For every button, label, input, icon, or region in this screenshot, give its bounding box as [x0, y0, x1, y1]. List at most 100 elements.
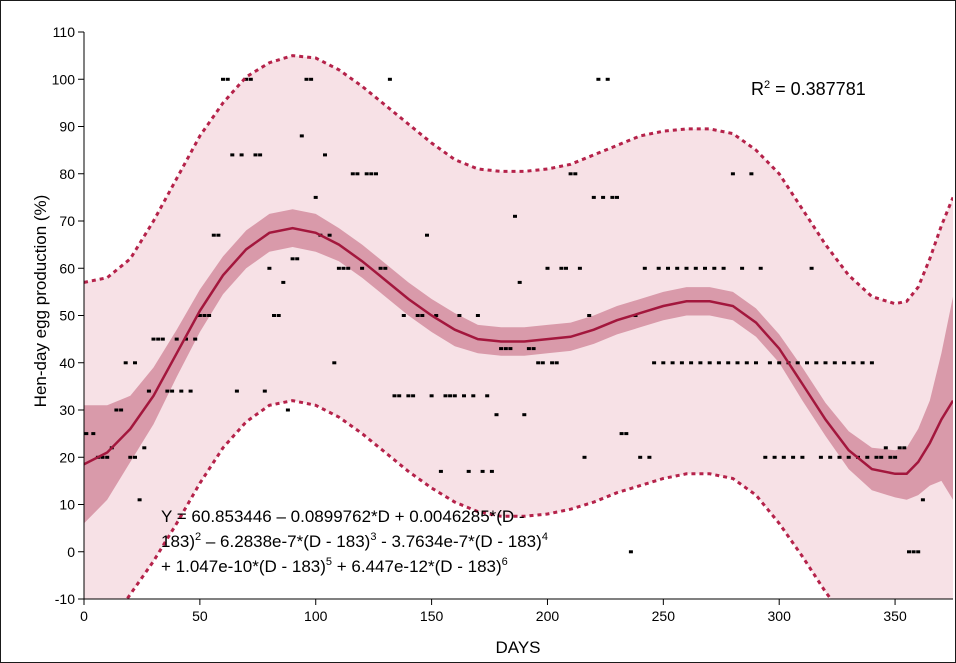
data-point	[346, 266, 351, 270]
data-point	[123, 361, 128, 365]
equation-exponent: 6	[502, 556, 508, 568]
data-point	[865, 455, 870, 459]
data-point	[207, 314, 212, 317]
data-point	[165, 389, 170, 393]
data-point	[730, 172, 735, 176]
equation-text: – 6.2838e-7*(D - 183)	[201, 532, 370, 551]
data-point	[628, 550, 633, 554]
equation-text: + 6.447e-12*(D - 183)	[332, 557, 502, 576]
data-point	[114, 408, 119, 412]
equation-exponent: 5	[326, 556, 332, 568]
data-point	[559, 266, 564, 270]
data-point	[573, 172, 578, 176]
data-point	[582, 455, 587, 459]
data-point	[211, 233, 216, 237]
r-squared-value: = 0.387781	[770, 79, 866, 99]
data-point	[336, 266, 341, 270]
data-point	[156, 337, 161, 341]
data-point	[591, 195, 596, 199]
data-point	[587, 314, 592, 317]
data-point	[568, 172, 573, 176]
data-point	[735, 361, 740, 365]
data-point	[781, 455, 786, 459]
data-point	[564, 266, 568, 270]
data-point	[197, 314, 202, 317]
data-point	[893, 455, 898, 459]
y-tick-label: 50	[59, 308, 75, 324]
data-point	[883, 446, 888, 450]
data-point	[290, 257, 295, 261]
data-point	[406, 394, 411, 398]
data-point	[160, 337, 165, 341]
data-point	[619, 432, 624, 436]
data-point	[327, 233, 332, 237]
data-point	[916, 550, 921, 554]
data-point	[360, 266, 365, 270]
equation-exponent: 4	[542, 531, 548, 543]
data-point	[309, 77, 314, 81]
data-point	[475, 314, 480, 317]
data-point	[448, 394, 453, 398]
data-point	[679, 361, 684, 365]
data-point	[174, 337, 179, 341]
data-point	[91, 432, 96, 436]
data-point	[522, 413, 527, 417]
data-point	[624, 432, 629, 436]
data-point	[513, 214, 517, 218]
data-point	[615, 195, 619, 199]
data-point	[920, 498, 925, 502]
data-point	[374, 172, 378, 176]
data-point	[411, 394, 416, 398]
y-tick-label: 80	[59, 166, 75, 182]
data-point	[689, 361, 694, 365]
data-point	[355, 172, 360, 176]
data-point	[142, 446, 147, 450]
data-point	[823, 361, 828, 365]
data-point	[772, 455, 777, 459]
data-point	[726, 361, 731, 365]
data-point	[146, 389, 151, 393]
x-tick-label: 300	[768, 608, 792, 624]
data-point	[244, 77, 249, 81]
data-point	[230, 153, 235, 157]
data-point	[216, 233, 221, 237]
data-point	[869, 361, 874, 365]
data-point	[248, 77, 253, 81]
data-point	[285, 408, 290, 412]
data-point	[485, 394, 490, 398]
data-point	[258, 153, 263, 157]
data-point	[698, 361, 703, 365]
data-point	[221, 77, 225, 81]
data-point	[387, 77, 392, 81]
y-tick-label: 60	[59, 260, 75, 276]
data-point	[902, 446, 907, 450]
data-point	[295, 257, 300, 261]
data-point	[550, 361, 555, 365]
r-squared-annotation: R2 = 0.387781	[751, 79, 866, 99]
data-point	[392, 394, 397, 398]
y-tick-label: 70	[59, 213, 75, 229]
data-point	[837, 455, 842, 459]
data-point	[828, 455, 833, 459]
data-point	[536, 361, 541, 365]
data-point	[605, 77, 610, 81]
data-point	[652, 361, 657, 365]
equation-exponent: 3	[370, 531, 376, 543]
lower-prediction-limit	[125, 399, 833, 599]
data-point	[503, 347, 508, 351]
data-point	[313, 195, 318, 199]
data-point	[184, 337, 188, 341]
data-point	[879, 455, 884, 459]
equation-text: - 3.7634e-7*(D - 183)	[376, 532, 541, 551]
data-point	[754, 361, 758, 365]
y-tick-label: 90	[59, 119, 75, 135]
data-point	[791, 455, 796, 459]
data-point	[666, 266, 670, 270]
r-squared-sup: 2	[764, 79, 770, 91]
data-point	[429, 394, 434, 398]
data-point	[749, 172, 754, 176]
x-tick-label: 50	[192, 608, 208, 624]
data-points-layer	[84, 77, 925, 554]
data-point	[721, 266, 726, 270]
